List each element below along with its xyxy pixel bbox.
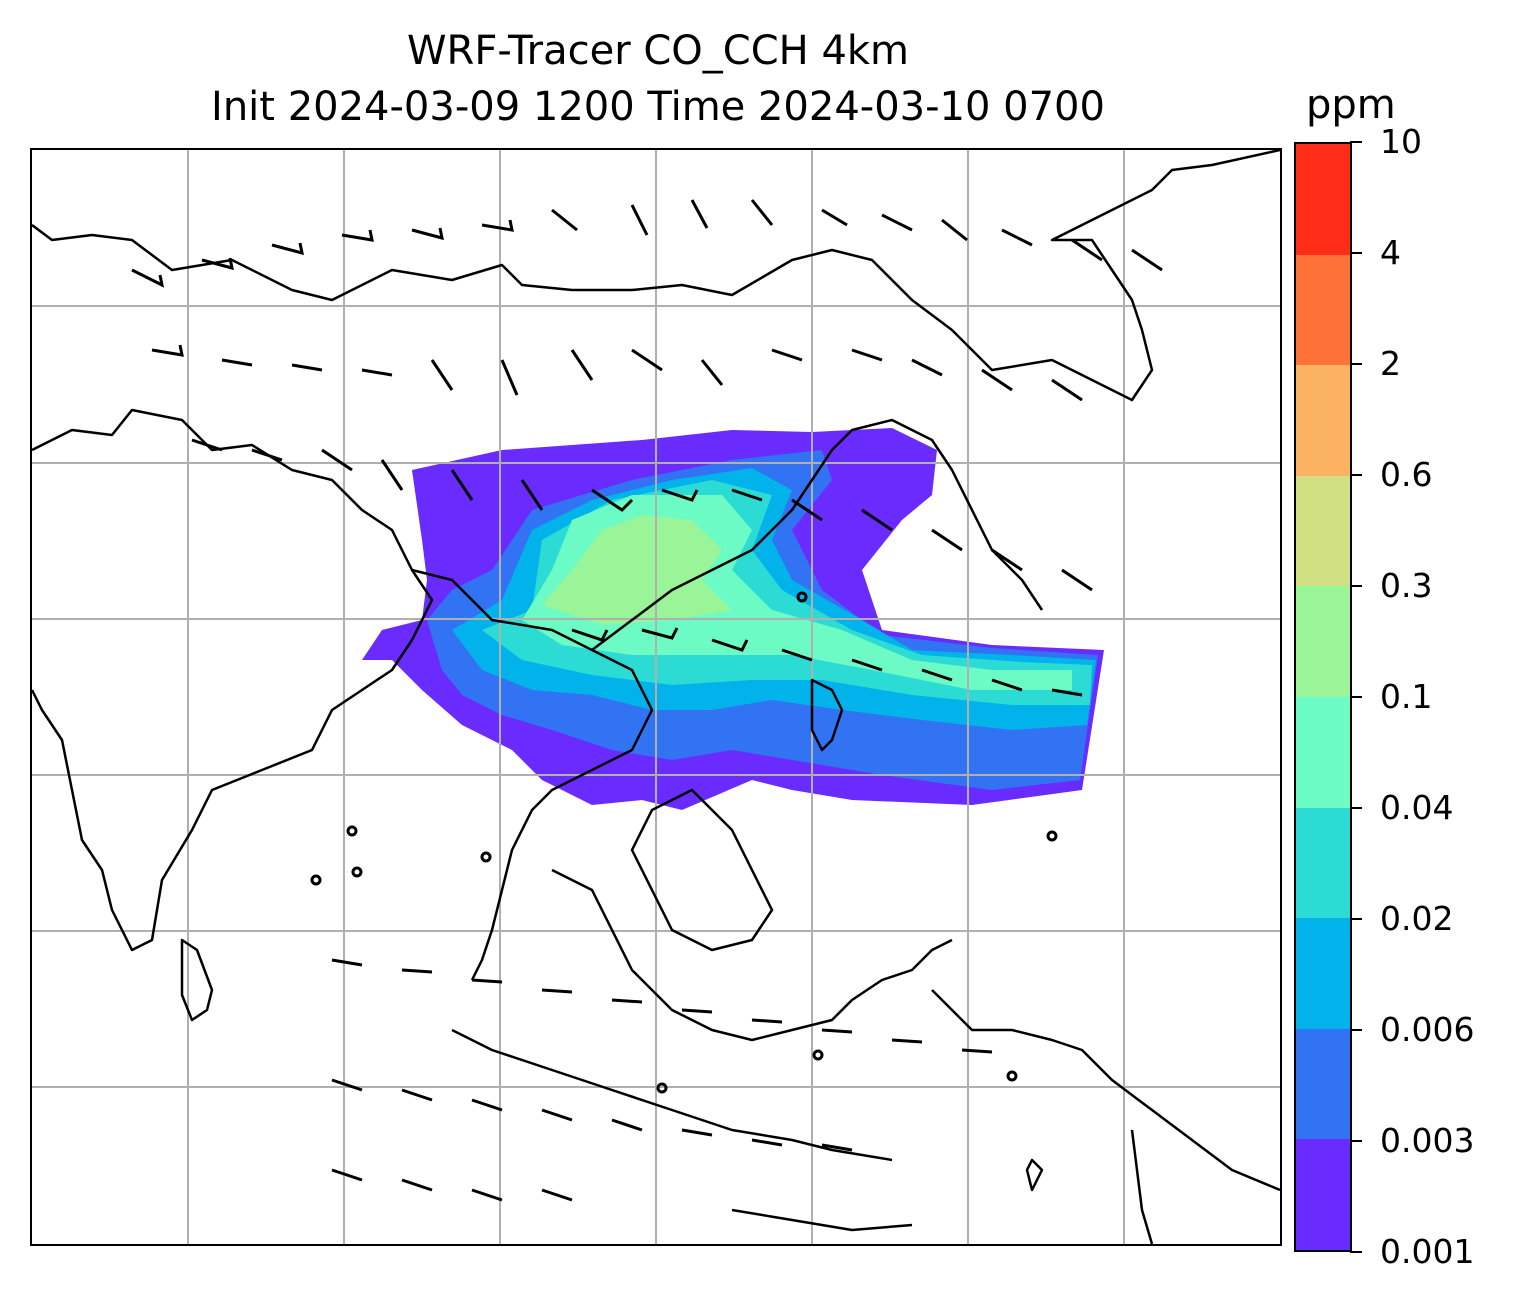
figure-title-line2: Init 2024-03-09 1200 Time 2024-03-10 070… — [211, 84, 1105, 130]
colorbar-tick — [1350, 141, 1362, 143]
colorbar-tick-label: 0.001 — [1380, 1232, 1475, 1271]
colorbar-tick-label: 0.006 — [1380, 1010, 1475, 1049]
colorbar — [1294, 142, 1352, 1252]
colorbar-tick — [1350, 918, 1362, 920]
calm-markers — [310, 591, 1058, 1094]
colorbar-segment — [1296, 475, 1350, 587]
colorbar-tick — [1350, 474, 1362, 476]
colorbar-tick-label: 2 — [1380, 344, 1401, 383]
colorbar-tick — [1350, 363, 1362, 365]
colorbar-tick-label: 0.3 — [1380, 566, 1433, 605]
colorbar-segment — [1296, 918, 1350, 1029]
colorbar-segment — [1296, 1139, 1350, 1250]
colorbar-tick-label: 0.04 — [1380, 788, 1454, 827]
colorbar-tick — [1350, 252, 1362, 254]
colorbar-tick — [1350, 1251, 1362, 1253]
colorbar-tick — [1350, 585, 1362, 587]
map-canvas — [32, 150, 1280, 1244]
map-panel — [30, 148, 1282, 1246]
colorbar-tick — [1350, 1029, 1362, 1031]
colorbar-segment — [1296, 254, 1350, 366]
figure-title-line1: WRF-Tracer CO_CCH 4km — [406, 28, 910, 74]
colorbar-tick-label: 0.1 — [1380, 677, 1433, 716]
colorbar-unit-label: ppm — [1306, 82, 1396, 128]
colorbar-segment — [1296, 697, 1350, 808]
colorbar-segment — [1296, 1028, 1350, 1140]
colorbar-tick-label: 0.003 — [1380, 1121, 1475, 1160]
colorbar-tick-label: 0.6 — [1380, 455, 1433, 494]
colorbar-tick-label: 0.02 — [1380, 899, 1454, 938]
colorbar-tick — [1350, 807, 1362, 809]
colorbar-segment — [1296, 365, 1350, 476]
colorbar-segment — [1296, 144, 1350, 255]
wind-barbs — [131, 199, 1163, 1202]
colorbar-segment — [1296, 586, 1350, 698]
plume-level-03 — [542, 515, 732, 625]
coastlines — [32, 150, 1280, 1244]
colorbar-tick-label: 4 — [1380, 233, 1401, 272]
colorbar-tick — [1350, 696, 1362, 698]
colorbar-segment — [1296, 807, 1350, 919]
tracer-plume — [362, 428, 1104, 810]
colorbar-tick-label: 10 — [1380, 122, 1422, 161]
colorbar-tick — [1350, 1140, 1362, 1142]
